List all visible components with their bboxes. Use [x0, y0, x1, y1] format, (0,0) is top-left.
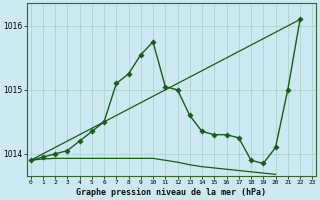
X-axis label: Graphe pression niveau de la mer (hPa): Graphe pression niveau de la mer (hPa) [76, 188, 267, 197]
